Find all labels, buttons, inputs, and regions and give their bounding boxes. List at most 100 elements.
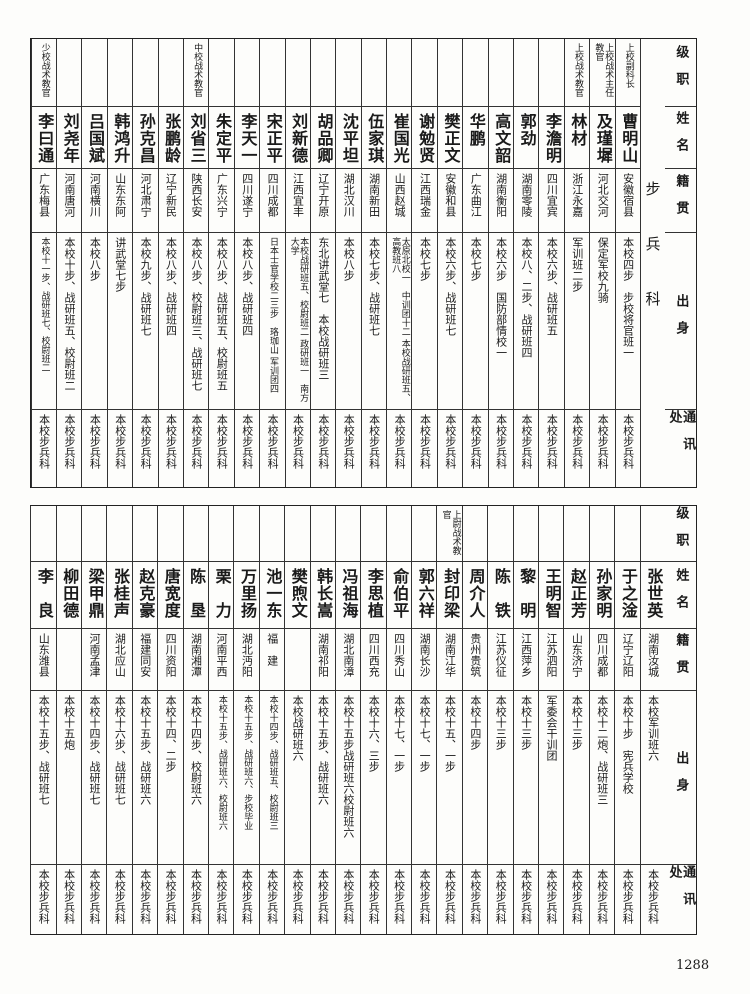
- cell-education: 本校十四步、战研班五、校尉班三: [259, 690, 285, 864]
- cell-name: 刘新德: [285, 105, 310, 169]
- header-address-text: 通讯处: [666, 865, 696, 920]
- cell-rank: [57, 506, 81, 561]
- cell-address-text: 本校步兵科: [215, 414, 229, 470]
- cell-address-text: 本校步兵科: [214, 869, 228, 925]
- table-row: 黎 明江西萍乡 本校十三步 本校步兵科: [512, 506, 539, 934]
- table-row: 李天一 四川遂宁 本校八步、战研班四 本校步兵科: [233, 39, 260, 487]
- cell-name: 樊正文: [437, 105, 463, 169]
- cell-education-text: 本校军训班六: [646, 695, 660, 762]
- cell-education: 本校军训班六: [640, 690, 665, 864]
- header-column: 级职 姓名 籍贯 出身 通讯处: [665, 506, 696, 934]
- cell-name: 郭六祥: [412, 560, 437, 629]
- cell-education: 本校八步、校尉班三、战研班七: [183, 232, 209, 409]
- cell-address: 本校步兵科: [513, 864, 539, 934]
- cell-education: 本校十六、三步: [361, 690, 386, 864]
- cell-education: 本校十五步、战研班六、校尉班六: [208, 690, 234, 864]
- cell-address: 本校步兵科: [488, 409, 514, 487]
- cell-rank: [539, 506, 563, 561]
- cell-education: 本校十四步、校尉班六: [183, 690, 208, 864]
- cell-rank: 中校战术教官: [184, 39, 208, 106]
- cell-origin-text: 江苏仪征: [494, 633, 508, 678]
- cell-name-text: 柳田德: [60, 567, 80, 619]
- cell-name-text: 李澹明: [543, 112, 563, 164]
- cell-rank: 上校副科长: [616, 39, 640, 106]
- cell-rank: [362, 39, 386, 106]
- cell-education-text: 本校战研班六: [291, 695, 305, 762]
- cell-name: 封印梁: [437, 560, 462, 629]
- cell-name: 陈 垦: [183, 560, 208, 629]
- cell-name-text: 张桂声: [111, 567, 130, 619]
- cell-address: 本校步兵科: [463, 409, 488, 487]
- cell-name-text: 曹明山: [619, 112, 639, 164]
- cell-address-text: 本校步兵科: [545, 414, 559, 470]
- cell-name-text: 于之淦: [618, 567, 638, 619]
- cell-name: 池一东: [259, 560, 285, 629]
- cell-education-text: 本校七步: [469, 237, 483, 282]
- cell-education: 东北讲武堂七 本校战研班三: [310, 232, 336, 409]
- cell-rank: [463, 39, 487, 106]
- cell-origin-text: 湖北南漳: [341, 633, 355, 678]
- cell-address: 本校步兵科: [462, 864, 488, 934]
- cell-education-text: 本校十四步、战研班五、校尉班三: [267, 695, 278, 831]
- cell-address: 本校步兵科: [564, 864, 589, 934]
- page-number: 1288: [676, 958, 710, 973]
- cell-address-text: 本校步兵科: [164, 414, 178, 470]
- table-row: 陈 铁江苏仪征 本校十三步 本校步兵科: [487, 506, 513, 934]
- cell-name-text: 朱定平: [212, 112, 232, 164]
- cell-address: 本校步兵科: [208, 864, 234, 934]
- cell-education: 本校十六步、战研班七: [107, 690, 132, 864]
- header-name: 姓名: [665, 105, 696, 169]
- cell-name: 朱定平: [209, 105, 234, 169]
- header-column: 级职 姓名 籍贯 出身 通讯处: [665, 39, 696, 487]
- cell-origin: 湖南零陵: [514, 168, 539, 232]
- table-row: 吕国斌 河南横川 本校八步 本校步兵科: [81, 39, 107, 487]
- cell-education: 军训班二步: [564, 232, 590, 409]
- cell-name: 林材: [564, 105, 590, 169]
- cell-name: 王明智: [539, 560, 564, 629]
- cell-address: 本校步兵科: [361, 864, 386, 934]
- cell-education: 本校六步、战研班五: [539, 232, 564, 409]
- cell-origin-text: 河北交河: [596, 173, 610, 218]
- cell-name-text: 陈 垦: [187, 567, 207, 619]
- cell-origin: 河北交河: [590, 168, 615, 232]
- cell-address: 本校步兵科: [336, 409, 361, 487]
- cell-origin: 江西萍乡: [513, 628, 539, 690]
- cell-origin-text: 四川成都: [266, 173, 280, 218]
- cell-rank-text: 少校战术教官: [39, 43, 50, 97]
- table-row: 上校战术教官 林材 浙江永嘉 军训班二步 本校步兵科: [563, 39, 590, 487]
- cell-name-text: 崔国光: [390, 112, 410, 164]
- header-name-text: 姓名: [673, 568, 689, 623]
- table-row: 唐宽度 四川资阳 本校十四、二步 本校步兵科: [157, 506, 183, 934]
- cell-origin-text: 福建同安: [138, 633, 152, 678]
- cell-origin: 山东东阿: [107, 168, 133, 232]
- cell-address: 本校步兵科: [514, 409, 539, 487]
- cell-origin-text: 湖南汝城: [646, 633, 660, 678]
- cell-education: 本校七步、战研班七: [361, 232, 387, 409]
- cell-rank: [387, 506, 411, 561]
- cell-origin-text: 河南唐河: [62, 173, 76, 218]
- cell-rank: [31, 506, 55, 561]
- cell-origin-text: 湖南江华: [443, 633, 457, 678]
- cell-name: 赵克豪: [132, 560, 158, 629]
- table-row: 张世英 湖南汝城 本校军训班六 本校步兵科: [639, 506, 665, 934]
- cell-address-text: 本校步兵科: [316, 869, 330, 925]
- cell-rank-text: 上尉战术教官: [440, 510, 461, 555]
- cell-rank: [590, 506, 614, 561]
- cell-address: 本校步兵科: [387, 409, 412, 487]
- cell-address: 本校步兵科: [386, 864, 412, 934]
- cell-rank: [539, 39, 563, 106]
- cell-address-text: 本校步兵科: [443, 869, 457, 925]
- roster-table-bottom: 级职 姓名 籍贯 出身 通讯处 张世英 湖南汝城 本校军训班六 本校步兵科 于之淦 辽宁辽阳 本校十步…: [30, 505, 697, 935]
- cell-rank: [412, 39, 436, 106]
- cell-address: 本校步兵科: [615, 864, 640, 934]
- cell-rank: 上校战术教官: [565, 39, 589, 106]
- cell-name-text: 张世英: [644, 567, 664, 619]
- cell-education-text: 本校六步、战研班五: [545, 237, 559, 337]
- cell-education: 本校六步、战研班七: [437, 232, 463, 409]
- cell-address: 本校步兵科: [437, 864, 462, 934]
- cell-address: 本校步兵科: [158, 409, 183, 487]
- cell-name-text: 王明智: [542, 567, 562, 619]
- cell-education: 本校十三步: [513, 690, 539, 864]
- table-row: 谢勉贤 江西瑞金 本校七步 本校步兵科: [411, 39, 437, 487]
- cell-education: 本校十五、一步: [437, 690, 462, 864]
